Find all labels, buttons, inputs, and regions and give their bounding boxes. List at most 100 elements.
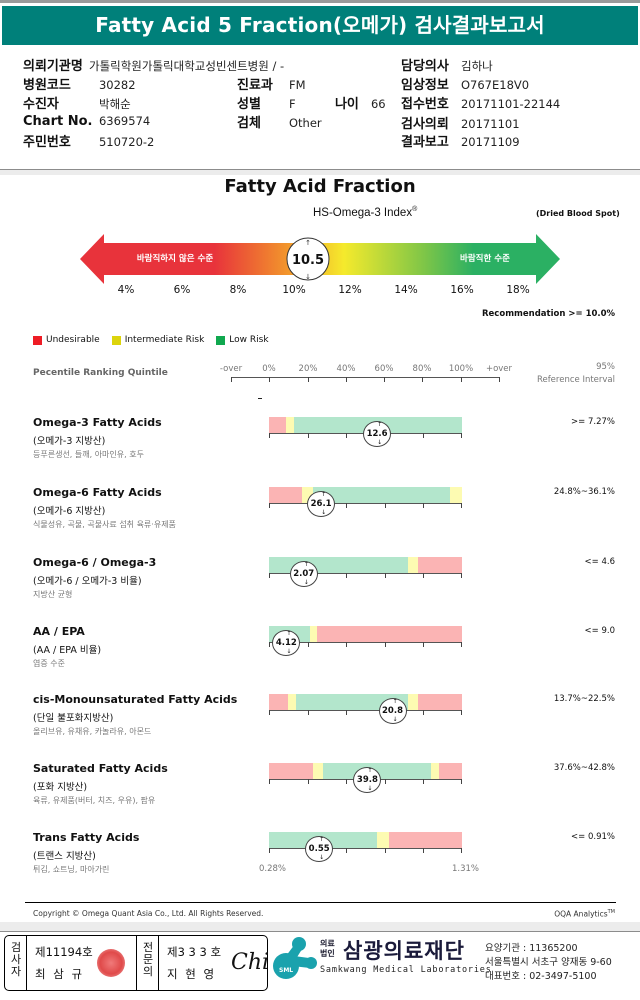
reference-interval-header: 95% Reference Interval [537,361,615,387]
value-marker: ↑ 2.07 ↓ [289,561,318,587]
bar-segment-red [269,487,302,503]
bar-tick [307,779,309,784]
label-sex: 성별 [237,97,261,112]
marker-value: 2.07 [293,569,315,579]
value-hospital-code: 30282 [98,78,136,92]
row-name: Omega-6 Fatty Acids [33,486,162,499]
ref-header-line2: Reference Interval [536,375,615,385]
info-physician: 담당의사 김하나 [401,55,493,74]
bar-tick [269,848,270,853]
bar-tick [461,779,462,784]
marker-down-arrow: ↓ [377,439,383,446]
bar-segment-red [438,763,462,779]
sml-logo-icon [273,937,317,979]
value-resident-no: 510720-2 [98,135,155,149]
bar-segment-yellow [286,417,295,433]
bar-tick [461,433,462,438]
gauge-tick-label: 6% [173,284,191,296]
marker-value: 0.55 [308,844,330,854]
label-chart-no: Chart No. [23,114,93,129]
bar-tick [346,848,348,853]
bar-tick [346,503,348,508]
bar-segment-yellow [377,832,389,848]
legend-swatch-intermediate [111,335,121,345]
footer-divider [25,902,616,903]
value-marker: ↑ 39.8 ↓ [353,767,382,793]
bar-segment-red [417,694,462,710]
bar-tick [384,642,386,647]
info-department: 진료과 FM [237,74,306,93]
bar-ticks [269,503,462,508]
row-name: Omega-3 Fatty Acids [33,416,162,429]
value-receipt: 20171101-22144 [460,97,561,111]
marker-up-arrow: ↑ [286,630,292,637]
section-divider [0,169,640,170]
axis-label: +over [485,364,513,374]
bar-tick [269,433,270,438]
dash-mark [258,398,262,399]
row-foods: 식물성유, 곡물, 곡물사료 섭취 육류·유제품 [33,520,176,529]
value-chart-no: 6369574 [98,114,151,128]
gauge-tick-label: 8% [229,284,247,296]
ref-header-line1: 95% [596,362,615,372]
bar-tick [384,779,386,784]
row-foods: 지방산 균형 [33,590,73,599]
row-name: Omega-6 / Omega-3 [33,556,157,569]
label-institution: 의뢰기관명 [23,59,83,74]
bar-tick [307,642,309,647]
specialist-name: 지 현 영 [167,967,217,981]
legend-swatch-low-risk [216,335,226,345]
marker-up-arrow: ↑ [377,421,383,428]
gauge-tick-label: 4% [117,284,135,296]
trans-scale-min: 0.28% [259,864,287,874]
bar-tick [423,848,425,853]
row-reference-interval: 13.7%~22.5% [553,694,615,704]
bar-segment-yellow [288,694,297,710]
specialist-number: 제3 3 3 호 [167,945,222,959]
info-patient: 수진자 박해순 [23,93,131,112]
bar-segment-yellow [407,694,418,710]
tester-number: 제11194호 [35,945,93,959]
gauge-tick-label: 12% [338,284,362,296]
gauge-right-label: 바람직한 수준 [460,253,510,264]
signature-divider [0,931,640,932]
oqa-brand-text: OQA Analytics [554,909,608,919]
row-foods: 올리브유, 유채유, 카놀라유, 아몬드 [33,727,152,736]
bar-tick [423,710,425,715]
lab-phone: 대표번호 : 02-3497-5100 [485,971,597,982]
oqa-brand: OQA AnalyticsTM [554,909,615,919]
row-reference-interval: <= 0.91% [571,832,615,842]
gauge-tick-label: 16% [450,284,474,296]
value-result-report: 20171109 [460,135,520,149]
label-result-report: 결과보고 [401,135,449,150]
row-name: Saturated Fatty Acids [33,762,168,775]
specialist-col: 제3 3 3 호 지 현 영 Chi [159,936,269,990]
row-reference-interval: 37.6%~42.8% [553,763,615,773]
value-marker: ↑ 12.6 ↓ [363,421,392,447]
copyright: Copyright © Omega Quant Asia Co., Ltd. A… [33,909,264,918]
bar-ticks [269,642,462,647]
bar-segment-yellow [431,763,439,779]
marker-up-arrow: ↑ [319,836,325,843]
sml-logo-text: SML [279,967,294,974]
bar-tick [269,573,270,578]
bar-tick [269,779,270,784]
legend-label-undesirable: Undesirable [46,335,100,345]
bar-segment-red [269,763,314,779]
value-marker: ↑ 4.12 ↓ [272,630,301,656]
axis-label: 60% [374,364,394,374]
label-patient: 수진자 [23,97,59,112]
axis-tick [308,377,309,382]
lab-care-code: 요양기관 : 11365200 [485,943,578,954]
fatty-acid-title: Fatty Acid Fraction [224,176,416,197]
marker-up-arrow: ↑ [367,767,373,774]
label-age: 나이 [334,97,359,112]
row-foods: 등푸른생선, 들깨, 아마인유, 호두 [33,450,144,459]
bar-tick [461,848,462,853]
value-institution: 가톨릭학원가톨릭대학교성빈센트병원 / - [88,59,285,73]
percentile-axis [231,377,500,382]
corp-type: 의료 법인 [320,939,335,959]
